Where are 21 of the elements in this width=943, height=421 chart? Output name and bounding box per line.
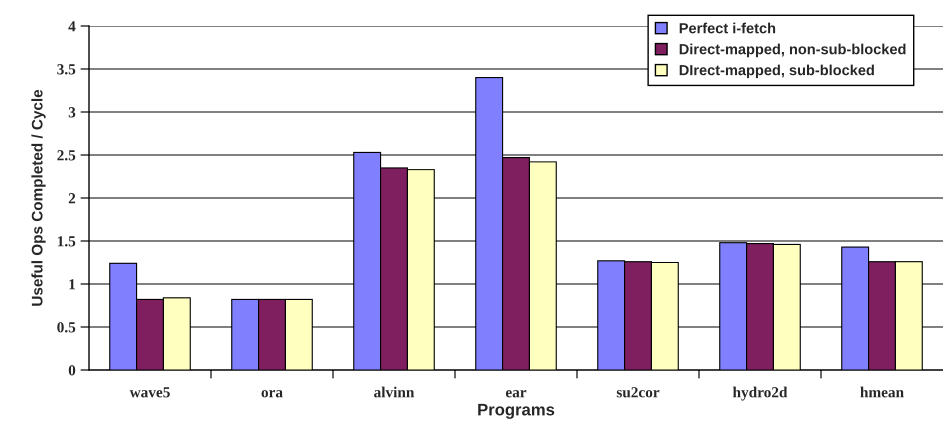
x-tick-label: ora [262,390,283,398]
legend-label: Direct-mapped, non-sub-blocked [680,44,906,58]
y-axis-title: Useful Ops Completed / Cycle [31,90,46,306]
x-tick-label: alvinn [374,386,414,398]
x-tick-label: ear [506,390,526,398]
x-tick-label: hydro2d [732,386,788,401]
x-axis-title: Programs [478,404,554,419]
legend-label: Perfect i-fetch [680,22,776,34]
y-tick-label: 2 [68,193,76,204]
y-tick-label: 0 [68,365,76,376]
x-tick-label: wave5 [130,387,170,398]
legend-label: DIrect-mapped, sub-blocked [680,64,874,78]
x-tick-label: su2cor [616,387,660,398]
y-tick-label: 3.5 [57,64,76,75]
y-tick-label: 1 [69,279,76,290]
y-tick-label: 2.5 [57,150,76,161]
y-tick-label: 3 [68,107,76,118]
y-tick-label: 4 [68,21,76,32]
x-tick-label: hmean [860,386,904,398]
y-tick-label: 0.5 [57,322,76,333]
y-tick-label: 1.5 [58,236,76,247]
